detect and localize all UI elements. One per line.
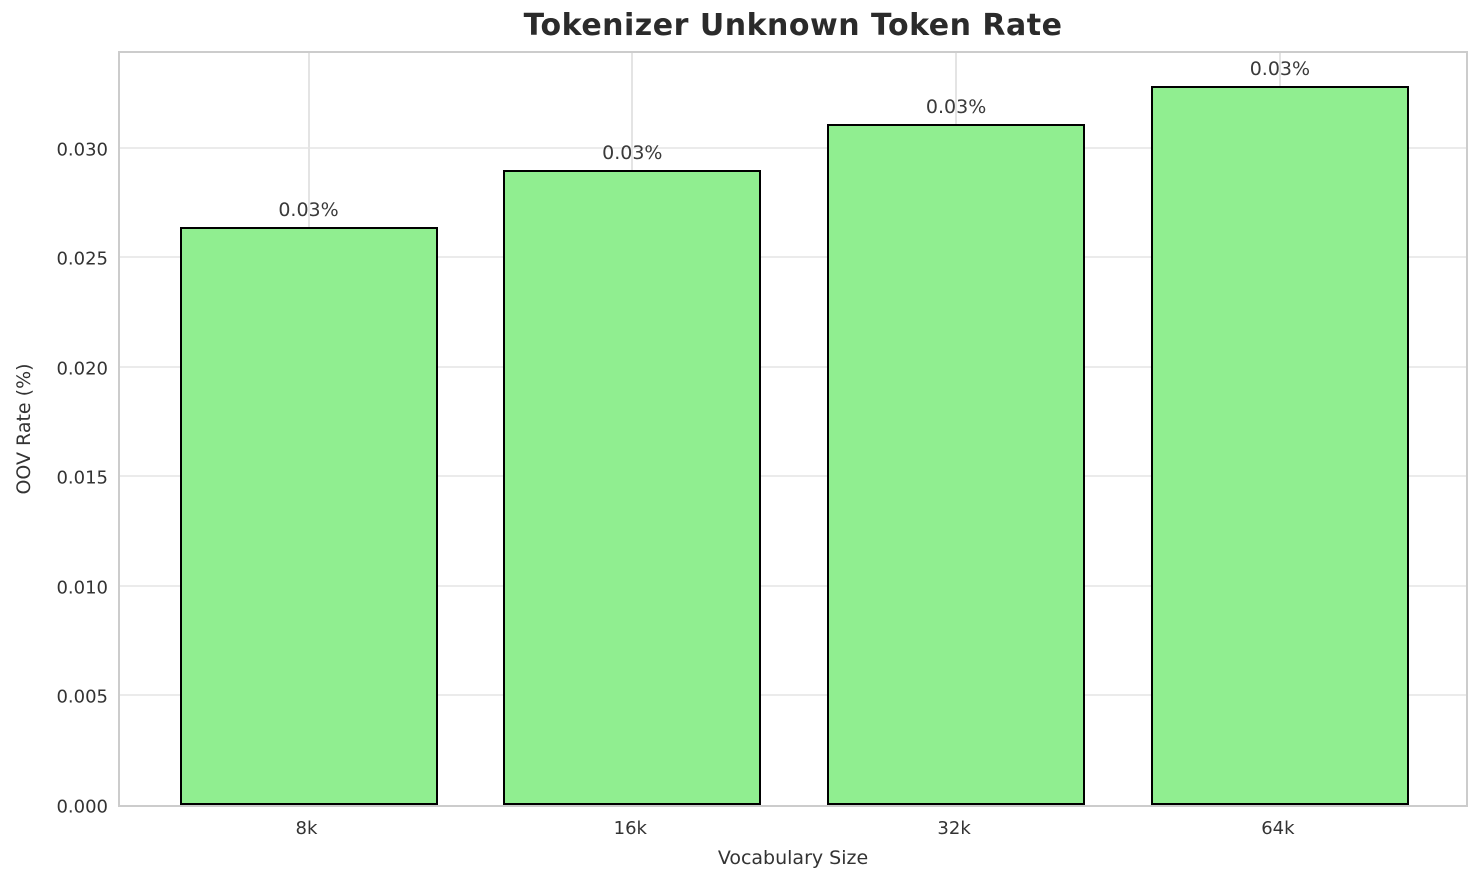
- bar-value-label-64k: 0.03%: [1249, 58, 1311, 81]
- h-gridline-0.015: [120, 475, 1466, 478]
- y-tick-label-0.020: 0.020: [56, 358, 108, 380]
- h-gridline-0.025: [120, 256, 1466, 259]
- y-tick-label-0.005: 0.005: [56, 686, 108, 708]
- bar-32k: [827, 123, 1086, 805]
- bar-value-label-8k: 0.03%: [278, 198, 339, 221]
- y-tick-label-0.010: 0.010: [56, 577, 108, 599]
- bar-16k: [503, 169, 762, 805]
- x-tick-label-64k: 64k: [1261, 818, 1295, 839]
- plot-area: 0.03% 0.03% 0.03% 0.03%: [118, 51, 1468, 807]
- x-tick-label-32k: 32k: [937, 818, 971, 839]
- x-tick-label-16k: 16k: [613, 818, 647, 839]
- y-tick-label-0.025: 0.025: [56, 248, 108, 270]
- chart-title: Tokenizer Unknown Token Rate: [523, 8, 1063, 43]
- bar-64k: [1150, 86, 1409, 805]
- h-gridline-0.005: [120, 694, 1466, 697]
- y-tick-label-0.000: 0.000: [56, 796, 108, 818]
- bar-8k: [179, 226, 438, 805]
- x-axis-label: Vocabulary Size: [717, 847, 869, 869]
- bar-value-label-16k: 0.03%: [602, 141, 663, 164]
- h-gridline-0.010: [120, 584, 1466, 587]
- y-tick-label-0.015: 0.015: [56, 467, 108, 489]
- bar-value-label-32k: 0.03%: [925, 95, 987, 118]
- h-gridline-0.020: [120, 365, 1466, 368]
- h-gridline-0.030: [120, 146, 1466, 149]
- y-tick-label-0.030: 0.030: [56, 139, 108, 161]
- x-tick-label-8k: 8k: [295, 818, 318, 839]
